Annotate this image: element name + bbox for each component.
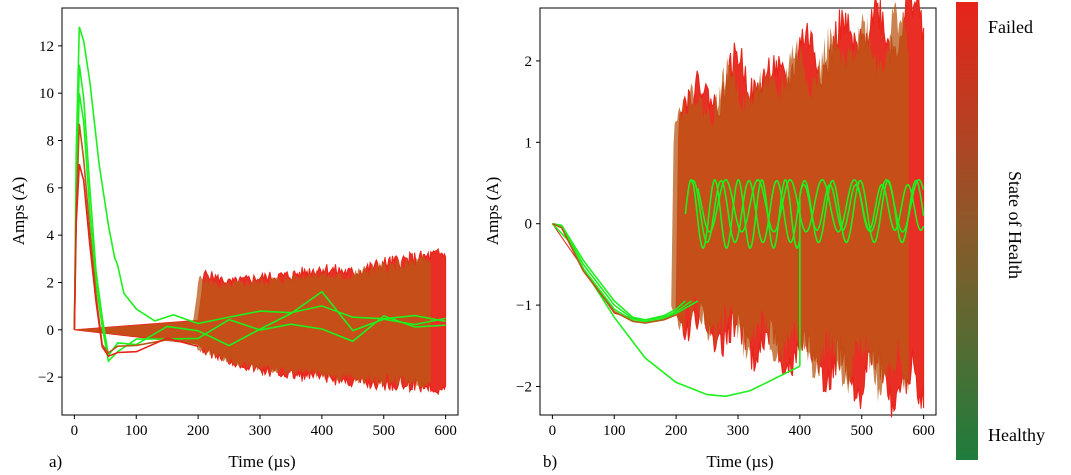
x-tick-label-a-5: 500 — [373, 423, 396, 439]
series-line-a-2 — [73, 93, 446, 363]
colorbar-top-label: Failed — [988, 17, 1033, 37]
x-axis-label-a: Time (µs) — [228, 452, 295, 471]
x-tick-label-b-2: 200 — [665, 423, 688, 439]
y-tick-label-a-6: 10 — [39, 86, 54, 102]
panel-label-b: b) — [543, 452, 557, 471]
panel-label-a: a) — [49, 452, 62, 471]
y-tick-label-a-1: 0 — [47, 323, 55, 339]
x-axis-label-b: Time (µs) — [706, 452, 773, 471]
x-tick-label-a-6: 600 — [434, 423, 457, 439]
colorbar: Failed Healthy State of Health — [956, 2, 1045, 460]
plot-area-a — [73, 26, 447, 396]
y-tick-label-a-2: 2 — [47, 275, 55, 291]
x-tick-label-b-5: 500 — [851, 423, 874, 439]
x-tick-label-b-6: 600 — [912, 423, 935, 439]
colorbar-title: State of Health — [1005, 171, 1025, 279]
series-line-a-1 — [73, 64, 446, 358]
x-tick-label-a-4: 400 — [311, 423, 334, 439]
y-tick-label-b-1: −1 — [516, 298, 532, 314]
y-tick-label-b-4: 2 — [525, 54, 533, 70]
y-tick-label-b-0: −2 — [516, 380, 532, 396]
series-line-a-4 — [73, 163, 199, 358]
x-tick-label-a-3: 300 — [249, 423, 272, 439]
y-tick-label-a-3: 4 — [47, 228, 55, 244]
series-line-b-1 — [552, 222, 686, 321]
x-tick-label-a-1: 100 — [125, 423, 148, 439]
degraded-band-b — [552, 2, 909, 402]
y-axis-label-a: Amps (A) — [9, 177, 28, 245]
x-tick-label-a-0: 0 — [71, 423, 79, 439]
y-tick-label-b-2: 0 — [525, 217, 533, 233]
plot-area-b — [551, 0, 925, 418]
y-tick-label-a-4: 6 — [47, 181, 55, 197]
degraded-band-a — [74, 255, 431, 389]
colorbar-gradient — [956, 2, 978, 460]
x-tick-label-b-0: 0 — [549, 423, 557, 439]
oscillation-line-b-2 — [697, 178, 925, 233]
y-tick-label-a-5: 8 — [47, 134, 55, 150]
x-tick-label-b-3: 300 — [727, 423, 750, 439]
oscillation-line-b-3 — [799, 183, 925, 232]
x-tick-label-b-4: 400 — [789, 423, 812, 439]
panel-b: 0 100 200 300 400 500 600 −2 −1 0 1 2 Amps (A) Time… — [483, 0, 937, 471]
colorbar-bottom-label: Healthy — [988, 425, 1045, 445]
ticks-b: 0 100 200 300 400 500 600 −2 −1 0 1 2 — [516, 54, 935, 439]
x-tick-label-b-1: 100 — [603, 423, 626, 439]
series-line-b-4 — [552, 222, 677, 324]
ticks-a: 0 100 200 300 400 500 600 −2 0 2 4 6 8 10 12 — [38, 39, 457, 439]
y-axis-label-b: Amps (A) — [483, 177, 502, 245]
oscillation-line-b-0 — [684, 178, 801, 250]
y-tick-label-a-0: −2 — [38, 370, 54, 386]
x-tick-label-a-2: 200 — [187, 423, 210, 439]
series-line-b-2 — [552, 222, 693, 323]
y-tick-label-a-7: 12 — [39, 39, 54, 55]
y-tick-label-b-3: 1 — [525, 135, 533, 151]
